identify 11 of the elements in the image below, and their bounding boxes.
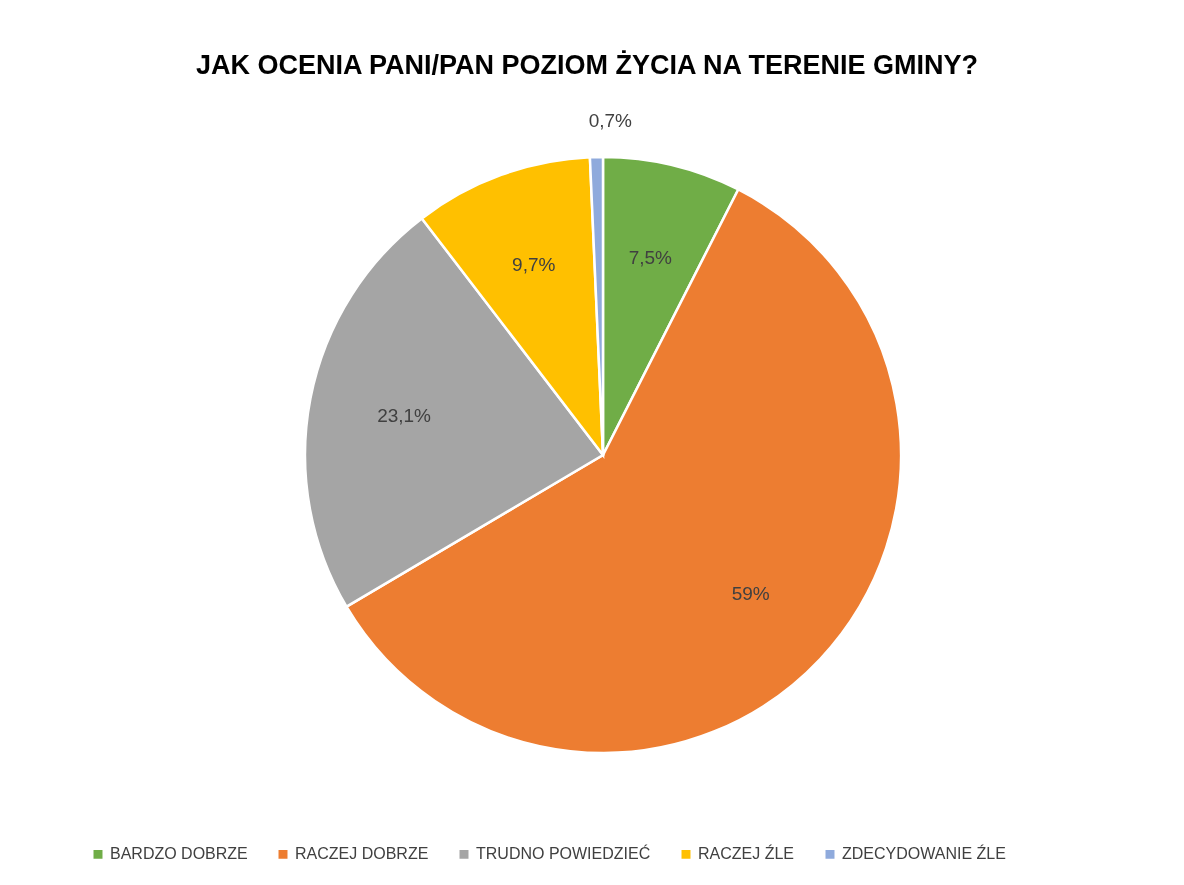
data-label: 7,5% [628,246,673,268]
legend-label: RACZEJ DOBRZE [295,845,429,863]
data-label: 23,1% [377,405,432,427]
legend-label: RACZEJ ŹLE [698,844,795,863]
data-label: 0,7% [588,110,633,132]
chart-title: JAK OCENIA PANI/PAN POZIOM ŻYCIA NA TERENIE GMINY? [196,50,979,80]
data-label: 9,7% [512,253,556,275]
data-label: 59% [731,582,770,604]
legend-label: ZDECYDOWANIE ŹLE [842,844,1006,863]
legend-label: TRUDNO POWIEDZIEĆ [476,844,651,863]
legend-label: BARDZO DOBRZE [110,845,248,863]
